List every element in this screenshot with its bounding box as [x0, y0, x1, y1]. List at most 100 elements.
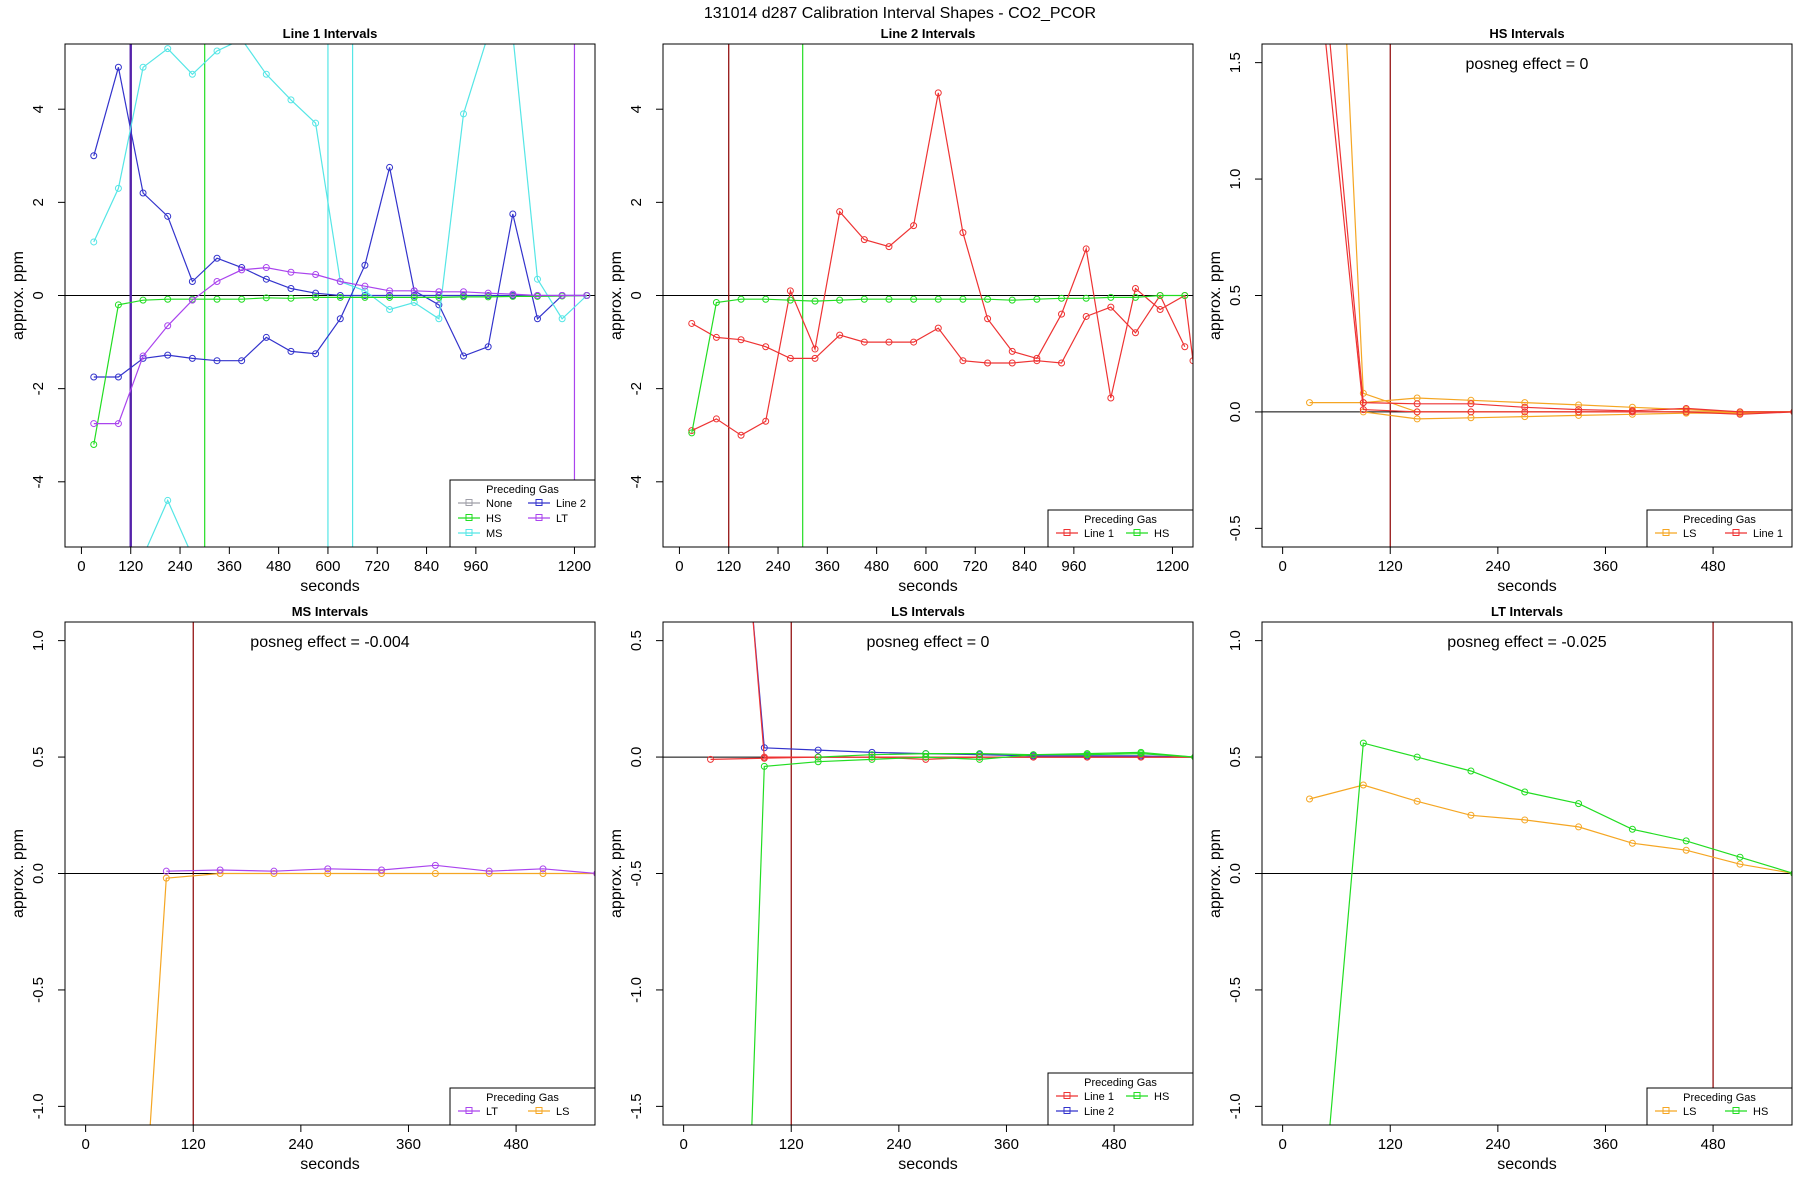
data-point [510, 553, 516, 559]
data-point [484, 289, 492, 297]
data-point [1191, 754, 1193, 761]
data-point [262, 333, 270, 341]
y-tick-label: -0.5 [1227, 977, 1244, 1003]
y-axis-title: approx. ppm [10, 829, 27, 918]
data-point [460, 352, 468, 360]
series-lt [162, 861, 595, 877]
data-point [336, 315, 344, 323]
data-point [378, 866, 386, 874]
y-axis-title: approx. ppm [10, 251, 27, 340]
data-point [558, 315, 566, 323]
data-point [959, 295, 967, 303]
y-tick-label: -0.5 [628, 861, 645, 887]
panel-title: Line 2 Intervals [881, 26, 976, 41]
data-point [868, 755, 876, 763]
y-tick-label: 0.5 [1227, 285, 1244, 306]
legend-title: Preceding Gas [1683, 514, 1756, 526]
y-tick-label: 4 [628, 105, 645, 113]
data-point [270, 870, 278, 877]
data-point [386, 305, 394, 313]
series-line [751, 752, 1193, 1125]
plot-area [1262, 622, 1792, 1125]
data-point [1082, 312, 1090, 320]
legend-marker [1732, 529, 1740, 536]
x-tick-label: 120 [1378, 1136, 1403, 1153]
data-point [239, 36, 245, 42]
data-point [737, 295, 745, 303]
data-point [811, 345, 819, 353]
legend-entry-none: None [458, 498, 512, 510]
x-tick-label: 720 [963, 558, 988, 575]
data-point [1790, 408, 1792, 415]
series-line [691, 294, 1186, 364]
plot-frame [662, 621, 1194, 1126]
legend-entry-line-1: Line 1 [1056, 1091, 1114, 1103]
data-point [238, 295, 246, 303]
data-point [811, 354, 819, 362]
series-line [691, 92, 1193, 436]
data-point [90, 152, 98, 160]
y-tick-label: -1.5 [628, 1093, 645, 1119]
y-tick-label: 2 [628, 198, 645, 206]
data-point [114, 63, 122, 71]
x-axis-title: seconds [300, 1156, 360, 1173]
data-point [762, 417, 770, 425]
data-point [1521, 399, 1529, 407]
data-point [1467, 767, 1475, 775]
data-point [786, 287, 794, 295]
legend-label: HS [1154, 1091, 1169, 1103]
data-point [287, 268, 295, 276]
data-point [287, 347, 295, 355]
panel-title: MS Intervals [292, 604, 369, 619]
data-point [885, 338, 893, 346]
data-point [410, 292, 418, 299]
data-point [312, 119, 320, 127]
data-point [287, 285, 295, 293]
legend: Preceding Gas LS HS [1646, 1087, 1793, 1126]
data-point [324, 865, 332, 873]
data-point [410, 293, 418, 301]
data-point [460, 293, 468, 301]
data-point [510, 32, 516, 38]
y-tick-label: 0.5 [628, 630, 645, 651]
data-point [836, 331, 844, 339]
series-line [93, 167, 587, 378]
x-tick-label: 480 [1701, 558, 1726, 575]
data-point [1736, 408, 1744, 416]
data-point [410, 298, 418, 306]
data-point [922, 750, 930, 758]
data-point [1467, 400, 1475, 408]
legend: Preceding Gas None HS MS Line 2 LT [449, 479, 596, 548]
data-point [139, 296, 147, 304]
data-point [910, 222, 918, 230]
data-point [885, 295, 893, 303]
data-point [786, 354, 794, 362]
data-point [1137, 748, 1145, 756]
plot-area [1262, 44, 1792, 547]
legend-box [1047, 1072, 1194, 1126]
data-point [860, 295, 868, 303]
y-tick-label: 0 [628, 291, 645, 299]
data-point [1033, 354, 1041, 362]
legend: Preceding Gas LT LS [449, 1087, 596, 1126]
panel-title: LS Intervals [891, 604, 965, 619]
y-tick-label: -1.0 [30, 1093, 47, 1119]
data-point [1181, 292, 1189, 299]
x-tick-label: 360 [217, 558, 242, 575]
data-point [435, 301, 443, 309]
data-point [539, 865, 547, 873]
x-tick-label: 360 [994, 1136, 1019, 1153]
data-point [593, 870, 595, 877]
series-ms [146, 496, 516, 559]
panel-lt-intervals: LT Intervals 0 120 240 360 480 -1.0 -0.5 0.0 0.5 1… [1207, 604, 1793, 1173]
data-point [712, 333, 720, 341]
data-point [114, 184, 122, 192]
data-point [712, 415, 720, 423]
series-line [166, 864, 595, 874]
data-point [712, 298, 720, 306]
data-point [336, 293, 344, 301]
series-hs [814, 748, 1193, 761]
data-point [238, 266, 246, 274]
data-point [1575, 406, 1583, 414]
